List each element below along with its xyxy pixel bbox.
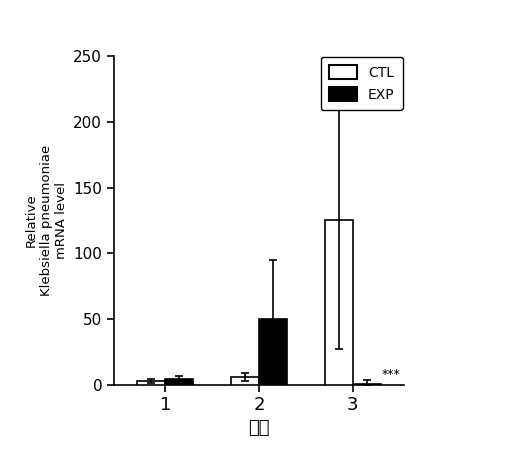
X-axis label: 회차: 회차: [248, 418, 270, 437]
Text: ***: ***: [382, 368, 401, 380]
Bar: [324, 220, 353, 385]
Bar: [353, 384, 381, 385]
Y-axis label: Relative
Klebsiella pneumoniae
mRNA level: Relative Klebsiella pneumoniae mRNA leve…: [25, 145, 68, 296]
Bar: [231, 378, 259, 385]
Bar: [165, 378, 194, 385]
Legend: CTL, EXP: CTL, EXP: [321, 57, 403, 110]
Bar: [259, 319, 287, 385]
Bar: [137, 381, 165, 385]
